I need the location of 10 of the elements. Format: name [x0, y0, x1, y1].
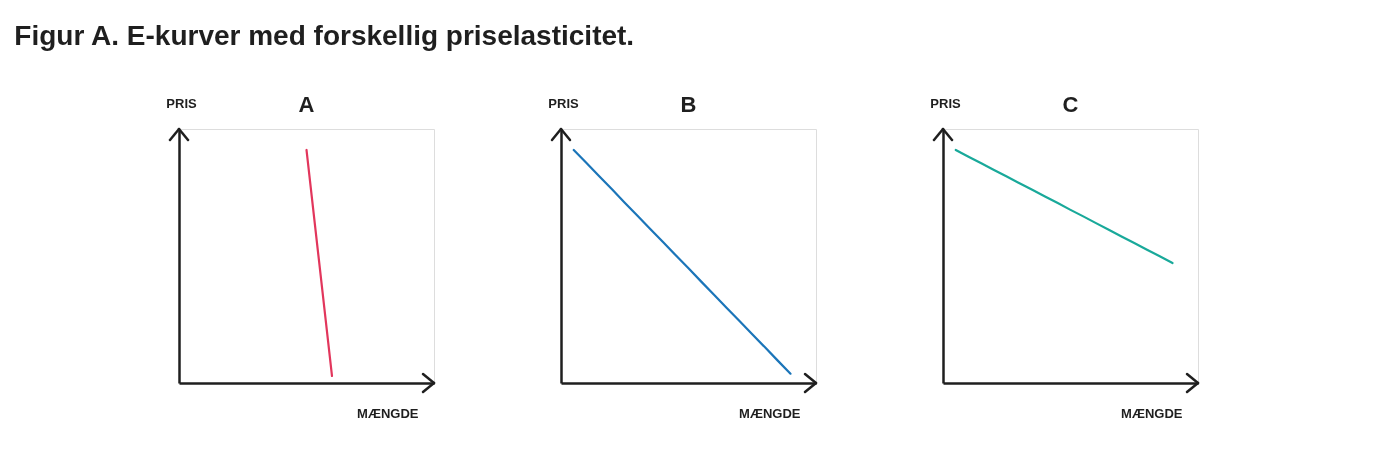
text: Figur A. E-kurver med forskellig priselasticitet. — [14, 19, 635, 51]
y-axis-title: PRIS — [166, 95, 197, 111]
x-axis-title: MÆNGDE — [739, 405, 801, 421]
y-axis-title: PRIS — [548, 95, 579, 111]
x-axis-title: MÆNGDE — [357, 405, 419, 421]
chart-title: C — [1062, 92, 1079, 117]
x-axis-title: MÆNGDE — [1121, 405, 1183, 421]
chart-title: B — [680, 92, 697, 117]
y-axis-title: PRIS — [930, 95, 961, 111]
chart-title: A — [298, 92, 315, 117]
